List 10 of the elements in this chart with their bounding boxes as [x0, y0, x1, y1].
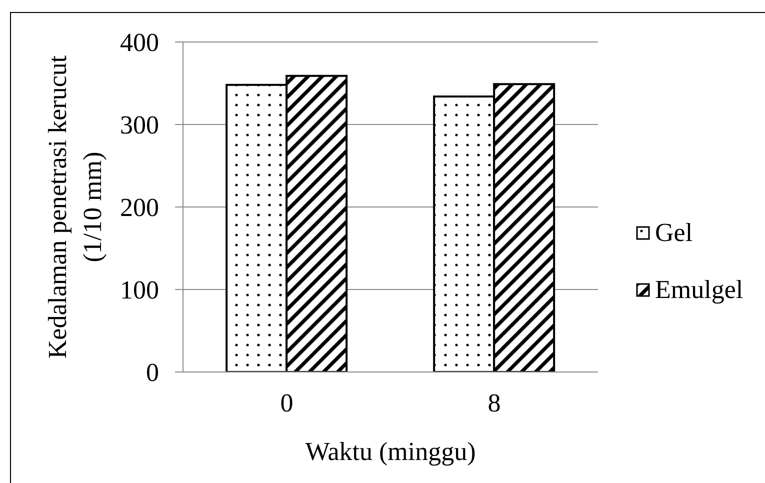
legend-label: Emulgel: [655, 274, 744, 304]
x-axis-title: Waktu (minggu): [305, 437, 476, 466]
y-tick-label: 400: [120, 28, 159, 58]
y-tick-label: 200: [120, 193, 159, 222]
y-tick-label: 0: [146, 358, 159, 388]
x-tick-label: 8: [488, 388, 501, 418]
y-tick-label: 300: [120, 110, 159, 140]
y-axis-title: Kedalaman penetrasi kerucut (1/10 mm): [43, 54, 107, 359]
y-tick-label: 100: [120, 276, 159, 305]
legend-label: Gel: [655, 218, 693, 248]
